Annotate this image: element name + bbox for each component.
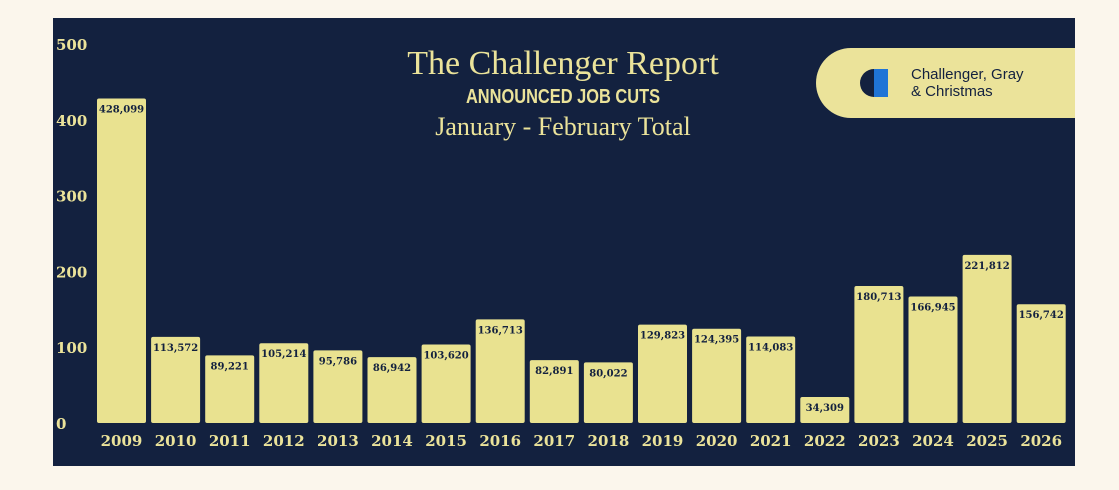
bar <box>746 336 796 423</box>
bar <box>97 98 146 423</box>
bar-value-label: 113,572 <box>153 343 198 354</box>
x-tick-label: 2020 <box>696 432 738 450</box>
x-tick-label: 2023 <box>858 432 900 450</box>
bar <box>151 336 201 423</box>
brand-line-1: Challenger, Gray <box>911 66 1024 83</box>
bar-value-label: 180,713 <box>856 292 901 303</box>
bar <box>962 254 1012 423</box>
bar-value-label: 80,022 <box>589 368 627 379</box>
y-tick-label: 100 <box>56 339 87 357</box>
x-tick-label: 2024 <box>912 432 954 450</box>
x-tick-label: 2014 <box>371 432 413 450</box>
x-tick-label: 2016 <box>479 432 521 450</box>
bar <box>313 350 363 423</box>
bar-value-label: 86,942 <box>373 363 411 374</box>
bar <box>583 362 633 423</box>
bar <box>421 344 471 423</box>
brand-logo-icon <box>860 69 888 97</box>
x-tick-label: 2012 <box>263 432 305 450</box>
bar-value-label: 95,786 <box>319 356 357 367</box>
bar-value-label: 129,823 <box>640 331 685 342</box>
y-tick-label: 400 <box>56 112 87 130</box>
bar-value-label: 103,620 <box>423 350 468 361</box>
y-tick-label: 300 <box>56 188 87 206</box>
bar-value-label: 428,099 <box>99 105 144 116</box>
x-tick-label: 2025 <box>966 432 1008 450</box>
title-block: The Challenger Report ANNOUNCED JOB CUTS… <box>303 44 823 144</box>
bar <box>692 328 742 423</box>
y-tick-label: 200 <box>56 263 87 281</box>
bar <box>259 343 309 423</box>
brand-name: Challenger, Gray & Christmas <box>911 66 1024 100</box>
x-tick-label: 2017 <box>533 432 575 450</box>
x-tick-label: 2021 <box>750 432 792 450</box>
x-tick-label: 2009 <box>101 432 143 450</box>
x-tick-label: 2013 <box>317 432 359 450</box>
bar <box>205 355 255 423</box>
bar-value-label: 124,395 <box>694 335 739 346</box>
bar-value-label: 221,812 <box>964 261 1009 272</box>
bar-value-label: 114,083 <box>748 343 793 354</box>
bar <box>800 396 850 423</box>
chart-panel: 0 100 200 300 400 500 428,099 2009 113,572 2010 89… <box>53 18 1075 466</box>
y-tick-label: 0 <box>56 415 66 433</box>
x-tick-label: 2015 <box>425 432 467 450</box>
x-tick-label: 2019 <box>642 432 684 450</box>
chart-subtitle: ANNOUNCED JOB CUTS <box>465 86 661 108</box>
brand-line-2: & Christmas <box>911 83 993 100</box>
bar-value-label: 82,891 <box>535 366 573 377</box>
bar <box>854 286 904 423</box>
bar-value-label: 136,713 <box>478 325 523 336</box>
x-tick-label: 2022 <box>804 432 846 450</box>
bar-value-label: 166,945 <box>910 302 955 313</box>
chart-period: January - February Total <box>435 112 691 141</box>
bar-value-label: 105,214 <box>261 349 306 360</box>
bar-value-label: 34,309 <box>806 403 844 414</box>
bar-value-label: 156,742 <box>1019 310 1064 321</box>
bar-value-label: 89,221 <box>211 361 249 372</box>
y-tick-label: 500 <box>56 36 87 54</box>
brand-badge: Challenger, Gray & Christmas <box>816 48 1075 118</box>
bar <box>475 319 525 423</box>
x-tick-label: 2010 <box>155 432 197 450</box>
chart-title: The Challenger Report <box>407 45 719 82</box>
bar <box>908 296 958 423</box>
x-tick-label: 2011 <box>209 432 251 450</box>
bar <box>1016 304 1066 423</box>
bar <box>638 324 687 423</box>
x-tick-label: 2026 <box>1020 432 1062 450</box>
bar <box>367 357 417 423</box>
bar <box>529 360 579 423</box>
bar-chart: 0 100 200 300 400 500 428,099 2009 113,572 2010 89… <box>56 36 1066 450</box>
x-tick-label: 2018 <box>588 432 630 450</box>
